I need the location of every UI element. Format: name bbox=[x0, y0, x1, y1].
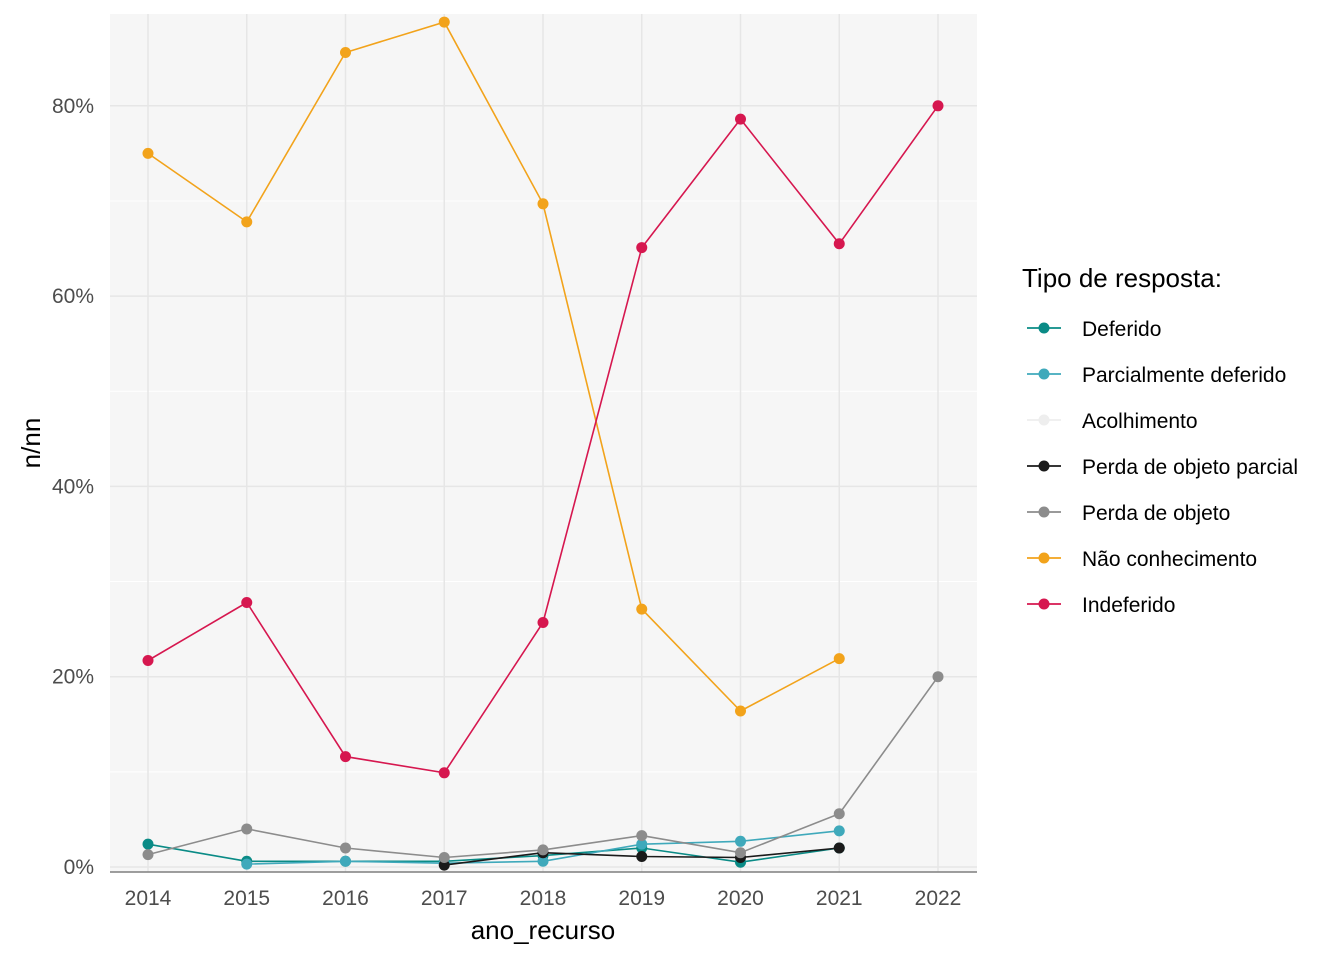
y-tick-label: 40% bbox=[52, 475, 94, 498]
legend-label: Indeferido bbox=[1082, 594, 1175, 617]
data-point bbox=[833, 808, 845, 820]
legend-key-point bbox=[1038, 322, 1050, 334]
data-point bbox=[537, 844, 549, 856]
legend: Deferido Parcialmente deferido Acolhimento… bbox=[1027, 318, 1298, 617]
legend-label: Parcialmente deferido bbox=[1082, 364, 1286, 387]
legend-item: Perda de objeto bbox=[1027, 502, 1230, 525]
data-point bbox=[438, 859, 450, 871]
legend-item: Parcialmente deferido bbox=[1027, 364, 1286, 387]
data-point bbox=[438, 767, 450, 779]
data-point bbox=[833, 238, 845, 250]
legend-item: Deferido bbox=[1027, 318, 1161, 341]
data-point bbox=[636, 830, 648, 842]
data-point bbox=[340, 47, 351, 59]
data-point bbox=[932, 100, 944, 112]
y-axis-title: n/nn bbox=[16, 418, 46, 469]
x-tick-label: 2019 bbox=[618, 887, 665, 910]
legend-label: Não conhecimento bbox=[1082, 548, 1257, 571]
data-point bbox=[241, 858, 253, 870]
data-point bbox=[932, 671, 944, 683]
legend-key-point bbox=[1038, 460, 1050, 472]
x-tick-label: 2014 bbox=[125, 887, 172, 910]
data-point bbox=[241, 216, 253, 228]
legend-title: Tipo de resposta: bbox=[1022, 263, 1222, 293]
x-axis-title: ano_recurso bbox=[471, 915, 616, 945]
x-tick-label: 2021 bbox=[816, 887, 863, 910]
legend-key-point bbox=[1038, 552, 1050, 564]
series-group bbox=[142, 16, 944, 871]
series-não-conhecimento bbox=[142, 16, 845, 717]
data-point bbox=[340, 751, 351, 763]
data-point bbox=[142, 147, 154, 159]
y-tick-label: 80% bbox=[52, 95, 94, 118]
legend-item: Indeferido bbox=[1027, 594, 1175, 617]
y-tick-label: 60% bbox=[52, 285, 94, 308]
legend-key-point bbox=[1038, 506, 1050, 518]
data-point bbox=[636, 603, 648, 615]
x-tick-label: 2020 bbox=[717, 887, 764, 910]
data-point bbox=[735, 847, 746, 859]
x-tick-label: 2022 bbox=[915, 887, 962, 910]
data-point bbox=[537, 855, 549, 867]
data-point bbox=[142, 849, 154, 861]
data-point bbox=[241, 823, 253, 835]
x-tick-label: 2016 bbox=[322, 887, 369, 910]
data-point bbox=[636, 838, 648, 850]
tick-labels: 0% 20% 40% 60% 80% 2014 2015 2016 2017 2018 2019 20… bbox=[52, 95, 961, 910]
grid-lines bbox=[110, 14, 977, 872]
legend-item: Não conhecimento bbox=[1027, 548, 1257, 571]
data-point bbox=[438, 851, 450, 863]
data-point bbox=[537, 198, 549, 210]
x-tick-label: 2015 bbox=[223, 887, 270, 910]
data-point bbox=[636, 851, 648, 863]
data-point bbox=[142, 655, 154, 667]
legend-label: Perda de objeto bbox=[1082, 502, 1230, 525]
legend-label: Deferido bbox=[1082, 318, 1161, 341]
x-tick-label: 2018 bbox=[520, 887, 567, 910]
legend-item: Acolhimento bbox=[1027, 410, 1198, 433]
data-point bbox=[340, 842, 351, 854]
legend-label: Acolhimento bbox=[1082, 410, 1198, 433]
y-tick-label: 20% bbox=[52, 666, 94, 689]
legend-item: Perda de objeto parcial bbox=[1027, 456, 1298, 479]
data-point bbox=[735, 835, 746, 847]
series-indeferido bbox=[142, 100, 944, 779]
data-point bbox=[735, 705, 746, 717]
legend-key-point bbox=[1038, 368, 1050, 380]
legend-label: Perda de objeto parcial bbox=[1082, 456, 1298, 479]
data-point bbox=[241, 596, 253, 608]
data-point bbox=[340, 855, 351, 867]
data-point bbox=[636, 242, 648, 254]
series-perda-de-objeto bbox=[142, 671, 944, 863]
series-line bbox=[147, 21, 840, 712]
legend-key-point bbox=[1038, 414, 1050, 426]
data-point bbox=[438, 16, 450, 28]
data-point bbox=[833, 842, 845, 854]
data-point bbox=[833, 825, 845, 837]
data-point bbox=[142, 838, 154, 850]
data-point bbox=[833, 653, 845, 665]
data-point bbox=[537, 616, 549, 628]
x-tick-label: 2017 bbox=[421, 887, 468, 910]
data-point bbox=[735, 113, 746, 125]
y-tick-label: 0% bbox=[64, 856, 94, 879]
legend-key-point bbox=[1038, 598, 1050, 610]
